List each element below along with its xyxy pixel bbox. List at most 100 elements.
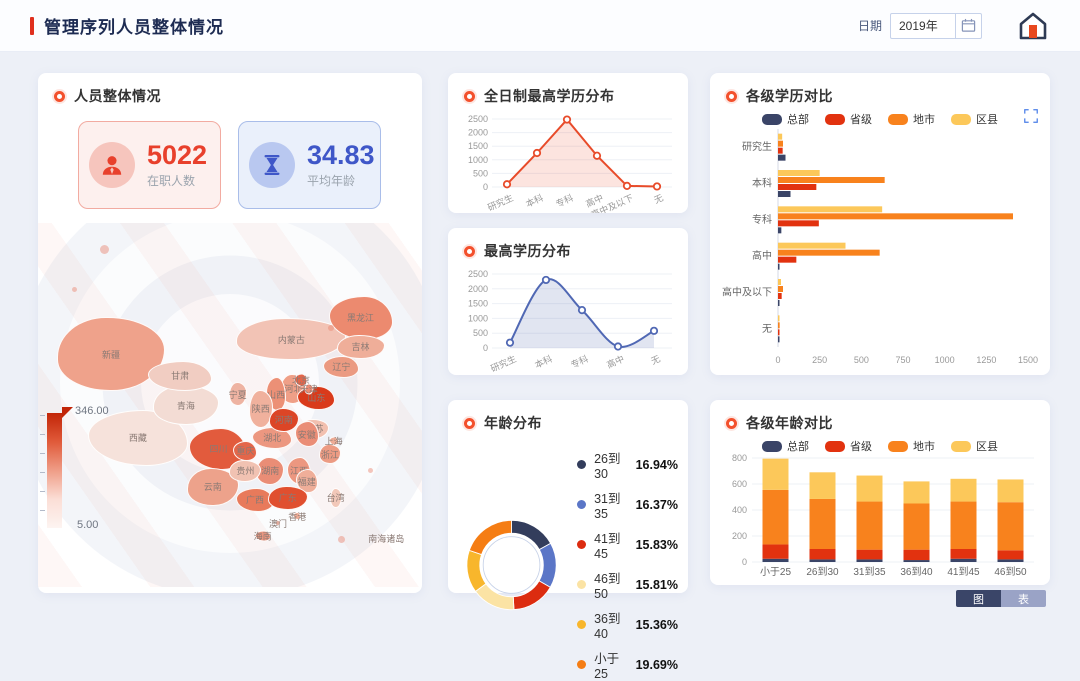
province-label: 黑龙江 bbox=[347, 313, 375, 324]
legend-swatch-icon bbox=[888, 440, 908, 452]
legend-swatch-icon bbox=[951, 113, 971, 125]
svg-text:31到35: 31到35 bbox=[853, 566, 886, 578]
map-province[interactable]: 辽宁 bbox=[323, 355, 360, 378]
panel-highest-education: 最高学历分布 0 500 1000 1500 2000 2500 研究生 本科 专科 高中 无 bbox=[448, 228, 688, 375]
svg-text:无: 无 bbox=[653, 193, 665, 206]
legend-swatch-icon bbox=[762, 440, 782, 452]
map-province[interactable]: 吉林 bbox=[336, 334, 385, 359]
svg-text:高中及以下: 高中及以下 bbox=[722, 286, 772, 299]
map-province[interactable]: 陕西 bbox=[248, 389, 273, 428]
svg-text:1000: 1000 bbox=[468, 155, 488, 165]
map-province[interactable]: 香港 bbox=[288, 512, 306, 522]
legend-dot-icon bbox=[577, 500, 587, 509]
svg-text:研究生: 研究生 bbox=[489, 353, 518, 374]
table-view-button[interactable]: 表 bbox=[1001, 590, 1046, 607]
age-legend-item[interactable]: 46到50 15.81% bbox=[577, 568, 678, 601]
province-label: 吉林 bbox=[351, 342, 370, 353]
age-legend-item[interactable]: 26到30 16.94% bbox=[577, 448, 678, 481]
panel-dot-icon bbox=[726, 90, 737, 102]
legend-label: 区县 bbox=[976, 114, 998, 126]
map-province[interactable]: 山东 bbox=[297, 385, 336, 410]
legend-item[interactable]: 省级 bbox=[825, 111, 872, 127]
legend-item[interactable]: 总部 bbox=[762, 111, 809, 127]
map-province[interactable]: 广东 bbox=[267, 485, 308, 510]
svg-text:1000: 1000 bbox=[468, 313, 488, 323]
province-label: 山东 bbox=[307, 393, 326, 404]
map-province[interactable]: 内蒙古 bbox=[236, 318, 347, 361]
svg-text:2500: 2500 bbox=[468, 114, 488, 124]
legend-item[interactable]: 总部 bbox=[762, 438, 809, 454]
legend-label: 地市 bbox=[913, 114, 935, 126]
date-value[interactable]: 2019年 bbox=[899, 18, 938, 33]
china-map: 新疆西藏青海甘肃内蒙古黑龙江吉林辽宁河北山西陕西四川云南湖北江苏山东河南安徽湖南… bbox=[38, 223, 422, 587]
map-province[interactable]: 海南 bbox=[254, 530, 272, 542]
legend-item[interactable]: 省级 bbox=[825, 438, 872, 454]
page-title: 管理序列人员整体情况 bbox=[44, 18, 224, 37]
map-province[interactable]: 河南 bbox=[268, 407, 299, 432]
home-button[interactable] bbox=[1016, 10, 1050, 42]
calendar-button[interactable] bbox=[955, 13, 981, 38]
map-province[interactable]: 甘肃 bbox=[148, 360, 213, 391]
svg-text:研究生: 研究生 bbox=[486, 192, 515, 213]
map-watermark bbox=[38, 223, 422, 587]
province-label: 重庆 bbox=[236, 446, 255, 456]
svg-text:高中: 高中 bbox=[752, 249, 772, 262]
legend-percent: 15.36% bbox=[635, 617, 678, 632]
province-label: 河南 bbox=[274, 415, 293, 426]
map-province[interactable]: 重庆 bbox=[233, 440, 258, 461]
age-distribution-legend: 26到30 16.94% 31到35 16.37% 41到45 15.83% 46到50 15… bbox=[577, 448, 678, 681]
map-province[interactable]: 台湾 bbox=[327, 487, 345, 508]
province-label: 天津 bbox=[299, 384, 318, 395]
avg-age-label: 平均年龄 bbox=[307, 174, 356, 189]
province-label: 新疆 bbox=[101, 349, 120, 360]
legend-label: 总部 bbox=[787, 114, 809, 126]
age-legend-item[interactable]: 41到45 15.83% bbox=[577, 528, 678, 561]
map-bubble bbox=[100, 245, 109, 254]
legend-item[interactable]: 地市 bbox=[888, 438, 935, 454]
province-label: 辽宁 bbox=[332, 362, 351, 373]
legend-item[interactable]: 区县 bbox=[951, 438, 998, 454]
date-picker[interactable]: 2019年 bbox=[890, 12, 982, 39]
age-distribution-donut-chart bbox=[466, 519, 557, 610]
svg-text:无: 无 bbox=[762, 324, 772, 335]
map-scale-min: 5.00 bbox=[77, 519, 99, 531]
view-toggle: 图 表 bbox=[956, 590, 1046, 607]
legend-label: 31到35 bbox=[594, 492, 621, 521]
map-province[interactable]: 宁夏 bbox=[228, 382, 247, 407]
map-province[interactable]: 上海 bbox=[325, 436, 343, 447]
panel-fulltime-education: 全日制最高学历分布 0 500 1000 1500 2000 2500 研究生 本科 专科 高中高… bbox=[448, 73, 688, 220]
province-label: 河北 bbox=[284, 384, 303, 395]
legend-swatch-icon bbox=[951, 440, 971, 452]
legend-dot-icon bbox=[577, 580, 587, 589]
province-label: 湖北 bbox=[263, 433, 282, 444]
svg-text:高中: 高中 bbox=[605, 353, 626, 370]
map-province[interactable]: 澳门 bbox=[269, 519, 287, 529]
expand-button[interactable] bbox=[1024, 109, 1038, 128]
highest-education-line-chart: 0 500 1000 1500 2000 2500 研究生 本科 专科 高中 无 bbox=[468, 269, 672, 374]
legend-item[interactable]: 地市 bbox=[888, 111, 935, 127]
province-label: 安徽 bbox=[297, 429, 316, 440]
age-legend-item[interactable]: 小于25 19.69% bbox=[577, 648, 678, 681]
map-province[interactable]: 安徽 bbox=[294, 421, 319, 448]
svg-text:专科: 专科 bbox=[569, 353, 590, 370]
fulltime-education-title: 全日制最高学历分布 bbox=[484, 88, 615, 104]
expand-icon bbox=[1024, 109, 1038, 123]
legend-label: 总部 bbox=[787, 441, 809, 453]
sea-label: 南海诸岛 bbox=[368, 534, 405, 545]
svg-text:专科: 专科 bbox=[752, 213, 772, 226]
map-province[interactable]: 新疆 bbox=[56, 317, 165, 392]
age-legend-item[interactable]: 31到35 16.37% bbox=[577, 488, 678, 521]
province-label: 浙江 bbox=[320, 449, 339, 460]
map-province[interactable]: 北京 bbox=[292, 373, 310, 387]
svg-text:小于25: 小于25 bbox=[760, 566, 792, 578]
panel-dot-icon bbox=[54, 90, 65, 102]
province-label: 陕西 bbox=[251, 404, 270, 415]
legend-swatch-icon bbox=[825, 113, 845, 125]
legend-label: 46到50 bbox=[594, 572, 621, 601]
panel-age-compare: 各级年龄对比 总部 省级 地市 区县 0 200 400 600 800 小于25 26到30 31… bbox=[710, 400, 1050, 585]
chart-view-button[interactable]: 图 bbox=[956, 590, 1001, 607]
legend-item[interactable]: 区县 bbox=[951, 111, 998, 127]
map-province[interactable]: 天津 bbox=[300, 383, 318, 395]
panel-dot-icon bbox=[464, 90, 475, 102]
